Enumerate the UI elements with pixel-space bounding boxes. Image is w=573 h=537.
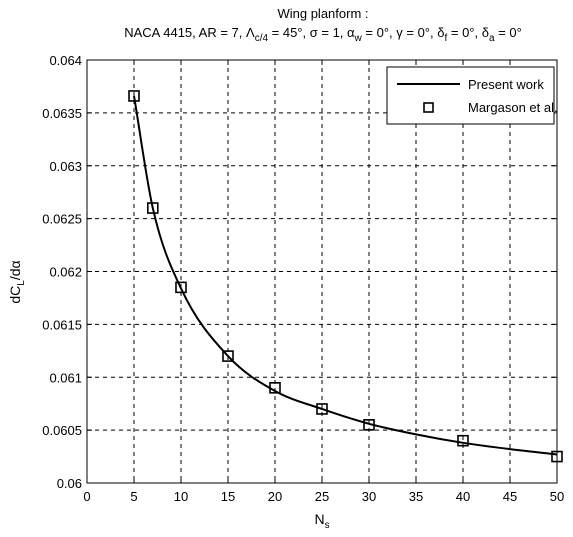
x-tick-label: 15 (221, 489, 235, 504)
data-point-margason (175, 281, 187, 294)
legend-label-margason: Margason et al. (468, 100, 558, 115)
x-tick-label: 35 (409, 489, 423, 504)
data-point-margason (316, 403, 328, 415)
x-tick-label: 45 (503, 489, 517, 504)
data-point-margason (269, 382, 281, 394)
legend-label-present-work: Present work (468, 77, 544, 92)
y-tick-label: 0.0625 (42, 212, 82, 227)
y-tick-label: 0.061 (49, 370, 82, 385)
legend: Present work Margason et al. (386, 66, 558, 125)
data-point-margason (457, 434, 469, 447)
plot-frame (86, 59, 558, 484)
x-axis-label: Ns (314, 511, 329, 531)
x-tick-label: 30 (362, 489, 376, 504)
data-point-margason (222, 350, 234, 362)
series (128, 90, 563, 463)
series-line-present-work (133, 95, 558, 456)
y-tick-label: 0.062 (49, 265, 82, 280)
chart-subtitle: NACA 4415, AR = 7, Λc/4 = 45°, σ = 1, αw… (124, 25, 522, 44)
x-tick-label: 25 (315, 489, 329, 504)
grid (87, 60, 557, 483)
data-point-margason (128, 90, 140, 102)
x-tick-label: 20 (268, 489, 282, 504)
legend-box (386, 66, 555, 125)
x-tick-label: 5 (130, 489, 137, 504)
tick-labels: 0 5 10 15 20 25 30 35 40 45 50 0.06 0.0605 0.061 0.061… (42, 53, 564, 504)
y-tick-label: 0.0605 (42, 423, 82, 438)
y-tick-label: 0.0635 (42, 106, 82, 121)
x-tick-label: 40 (456, 489, 470, 504)
y-tick-label: 0.0615 (42, 317, 82, 332)
y-tick-label: 0.064 (49, 53, 82, 68)
x-tick-label: 50 (550, 489, 564, 504)
y-tick-label: 0.06 (57, 476, 82, 491)
legend-square-swatch (423, 102, 434, 113)
x-tick-label: 10 (174, 489, 188, 504)
x-tick-label: 0 (83, 489, 90, 504)
data-point-margason (363, 419, 375, 431)
y-tick-label: 0.063 (49, 159, 82, 174)
data-point-margason (147, 202, 159, 214)
y-axis-label: dCL/dα (7, 260, 27, 303)
chart-title: Wing planform : (277, 6, 368, 21)
